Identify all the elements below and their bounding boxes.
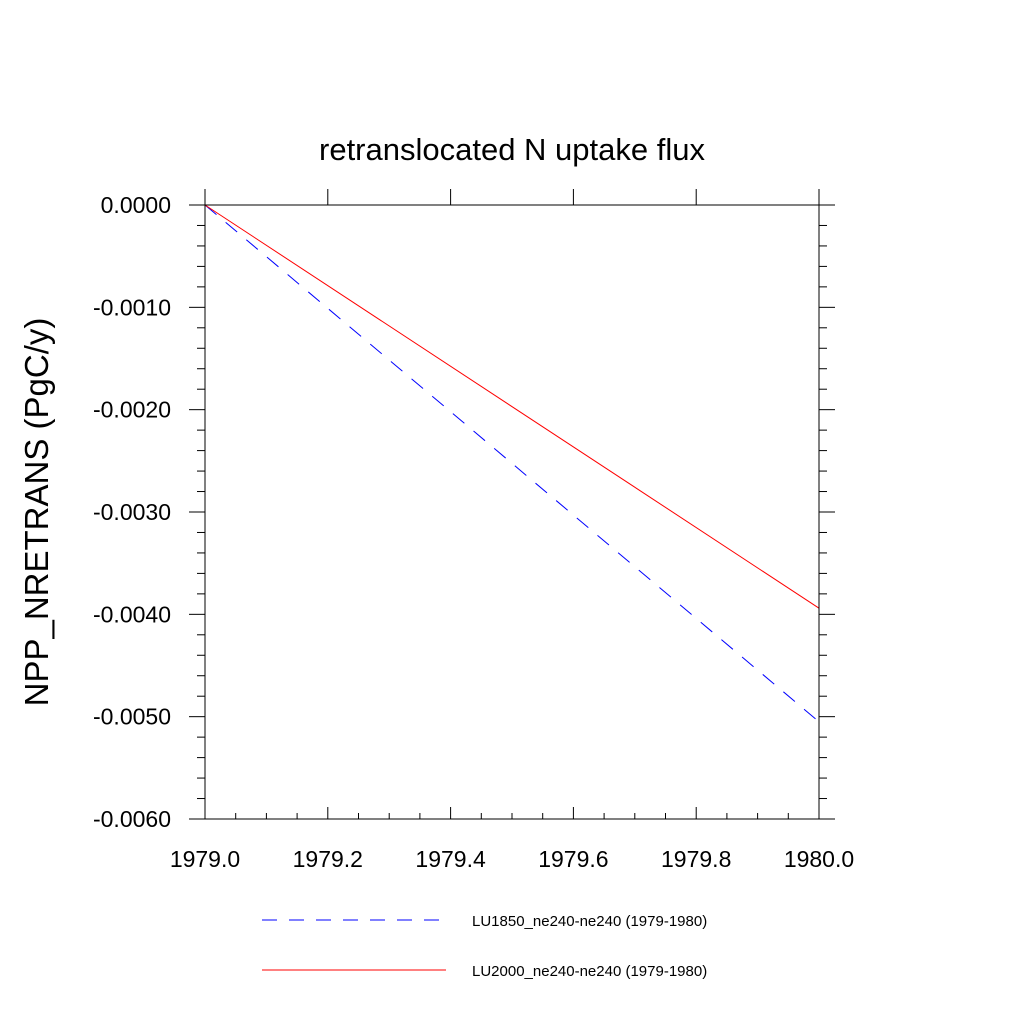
x-tick-label: 1979.8 [661, 846, 731, 872]
x-tick-label: 1980.0 [784, 846, 854, 872]
x-tick-label: 1979.6 [538, 846, 608, 872]
series-line-0 [204, 204, 820, 723]
tick-labels: 1979.0 1979.2 1979.4 1979.6 1979.8 1980.0 0.00… [93, 192, 854, 872]
plot-frame [204, 204, 820, 820]
y-tick-label: -0.0050 [93, 704, 171, 730]
y-tick-label: -0.0040 [93, 601, 171, 627]
y-tick-label: -0.0060 [93, 806, 171, 832]
series-line-1 [204, 204, 820, 609]
legend-label-1: LU2000_ne240-ne240 (1979-1980) [472, 963, 707, 980]
x-tick-label: 1979.2 [293, 846, 363, 872]
chart-title: retranslocated N uptake flux [319, 132, 705, 167]
x-tick-label: 1979.0 [170, 846, 240, 872]
y-axis-label: NPP_NRETRANS (PgC/y) [18, 318, 55, 707]
x-tick-label: 1979.4 [415, 846, 486, 872]
legend-label-0: LU1850_ne240-ne240 (1979-1980) [472, 913, 707, 930]
y-tick-label: -0.0020 [93, 397, 171, 423]
y-tick-label: -0.0010 [93, 294, 171, 320]
y-tick-label: -0.0030 [93, 499, 171, 525]
legend: LU1850_ne240-ne240 (1979-1980) LU2000_ne2… [262, 913, 707, 980]
plot-series [204, 204, 820, 723]
axis-ticks [189, 189, 835, 820]
y-tick-label: 0.0000 [101, 192, 171, 218]
